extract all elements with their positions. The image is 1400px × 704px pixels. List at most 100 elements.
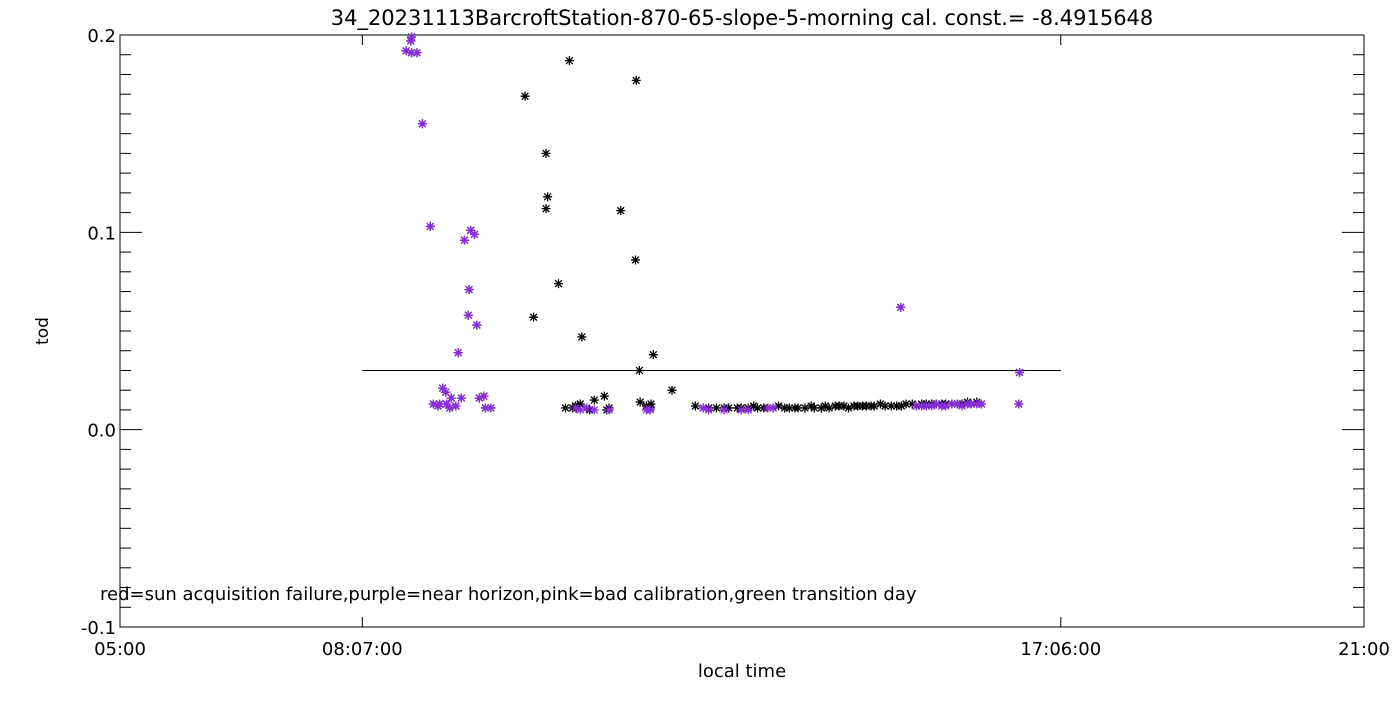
- data-point-all: [886, 401, 896, 411]
- data-point-all: [800, 403, 810, 413]
- data-point-all: [520, 91, 530, 101]
- data-point-near-horizon: [425, 221, 435, 231]
- data-point-near-horizon: [446, 393, 456, 403]
- data-point-near-horizon: [486, 403, 496, 413]
- data-point-near-horizon: [451, 401, 461, 411]
- data-point-near-horizon: [407, 48, 417, 58]
- data-point-all: [896, 401, 906, 411]
- data-point-all: [901, 399, 911, 409]
- data-point-all: [844, 403, 854, 413]
- data-point-near-horizon: [407, 32, 417, 42]
- data-point-all: [541, 204, 551, 214]
- y-tick-label: 0.0: [87, 421, 116, 442]
- data-point-all: [575, 399, 585, 409]
- data-point-near-horizon: [604, 405, 614, 415]
- y-tick-label: 0.2: [87, 26, 116, 47]
- data-point-all: [554, 279, 564, 289]
- data-point-near-horizon: [896, 302, 906, 312]
- data-point-near-horizon: [464, 285, 474, 295]
- data-point-all: [816, 403, 826, 413]
- data-point-all: [892, 401, 902, 411]
- data-point-near-horizon: [719, 405, 729, 415]
- data-point-near-horizon: [406, 36, 416, 46]
- data-point-near-horizon: [445, 403, 455, 413]
- data-point-all: [541, 148, 551, 158]
- plot-frame: [119, 34, 1365, 628]
- data-point-all: [880, 401, 890, 411]
- data-point-all: [631, 75, 641, 85]
- data-point-all: [585, 405, 595, 415]
- data-point-near-horizon: [474, 393, 484, 403]
- data-point-near-horizon: [466, 225, 476, 235]
- x-axis-label: local time: [698, 661, 786, 682]
- data-point-all: [861, 401, 871, 411]
- data-point-all: [630, 255, 640, 265]
- data-point-near-horizon: [952, 399, 962, 409]
- data-point-near-horizon: [704, 405, 714, 415]
- data-point-near-horizon: [459, 235, 469, 245]
- axis-tick-labels: -0.1 0.0 0.1 0.2 05:00 08:07:00 17:06:00 21:00: [81, 26, 1390, 660]
- data-point-all: [784, 403, 794, 413]
- data-point-near-horizon: [698, 403, 708, 413]
- data-point-near-horizon: [442, 399, 452, 409]
- data-point-all: [869, 401, 879, 411]
- data-point-near-horizon: [927, 401, 937, 411]
- x-tick-label: 17:06:00: [1020, 639, 1101, 660]
- data-point-near-horizon: [645, 405, 655, 415]
- data-point-all: [806, 401, 816, 411]
- data-point-near-horizon: [947, 399, 957, 409]
- data-point-near-horizon: [435, 399, 445, 409]
- data-point-all: [529, 312, 539, 322]
- data-point-near-horizon: [575, 405, 585, 415]
- data-point-near-horizon: [743, 405, 753, 415]
- data-point-all: [780, 403, 790, 413]
- data-point-all: [711, 403, 721, 413]
- data-point-all: [667, 385, 677, 395]
- data-point-all: [809, 403, 819, 413]
- data-point-all: [907, 399, 917, 409]
- data-point-all: [564, 56, 574, 66]
- data-point-near-horizon: [589, 405, 599, 415]
- data-point-near-horizon: [472, 320, 482, 330]
- data-point-near-horizon: [921, 401, 931, 411]
- data-point-all: [616, 206, 626, 216]
- data-point-near-horizon: [438, 383, 448, 393]
- data-point-near-horizon: [917, 401, 927, 411]
- data-point-near-horizon: [976, 399, 986, 409]
- data-point-near-horizon: [441, 387, 451, 397]
- data-point-all: [543, 192, 553, 202]
- data-point-all: [839, 401, 849, 411]
- data-point-all: [875, 399, 885, 409]
- data-point-all: [774, 401, 784, 411]
- data-point-near-horizon: [972, 399, 982, 409]
- chart-title: 34_20231113BarcroftStation-870-65-slope-…: [331, 6, 1154, 31]
- data-point-all: [646, 399, 656, 409]
- data-point-near-horizon: [480, 403, 490, 413]
- data-point-near-horizon: [736, 405, 746, 415]
- data-point-all: [561, 403, 571, 413]
- data-point-near-horizon: [941, 401, 951, 411]
- data-point-near-horizon: [456, 393, 466, 403]
- data-point-all: [589, 395, 599, 405]
- data-point-near-horizon: [470, 229, 480, 239]
- data-point-all: [634, 365, 644, 375]
- data-point-near-horizon: [412, 48, 422, 58]
- data-point-near-horizon: [463, 310, 473, 320]
- y-tick-label: 0.1: [87, 223, 116, 244]
- data-point-all: [648, 350, 658, 360]
- y-tick-label: -0.1: [81, 618, 116, 639]
- data-point-near-horizon: [479, 391, 489, 401]
- data-point-near-horizon: [571, 403, 581, 413]
- data-point-near-horizon: [401, 46, 411, 56]
- data-points: [401, 32, 1025, 415]
- data-point-all: [599, 391, 609, 401]
- x-tick-label: 05:00: [94, 639, 146, 660]
- data-point-near-horizon: [966, 399, 976, 409]
- x-tick-label: 21:00: [1338, 639, 1390, 660]
- data-point-all: [820, 401, 830, 411]
- data-point-near-horizon: [582, 403, 591, 413]
- data-point-near-horizon: [911, 401, 921, 411]
- data-point-near-horizon: [428, 399, 438, 409]
- data-point-all: [635, 397, 645, 407]
